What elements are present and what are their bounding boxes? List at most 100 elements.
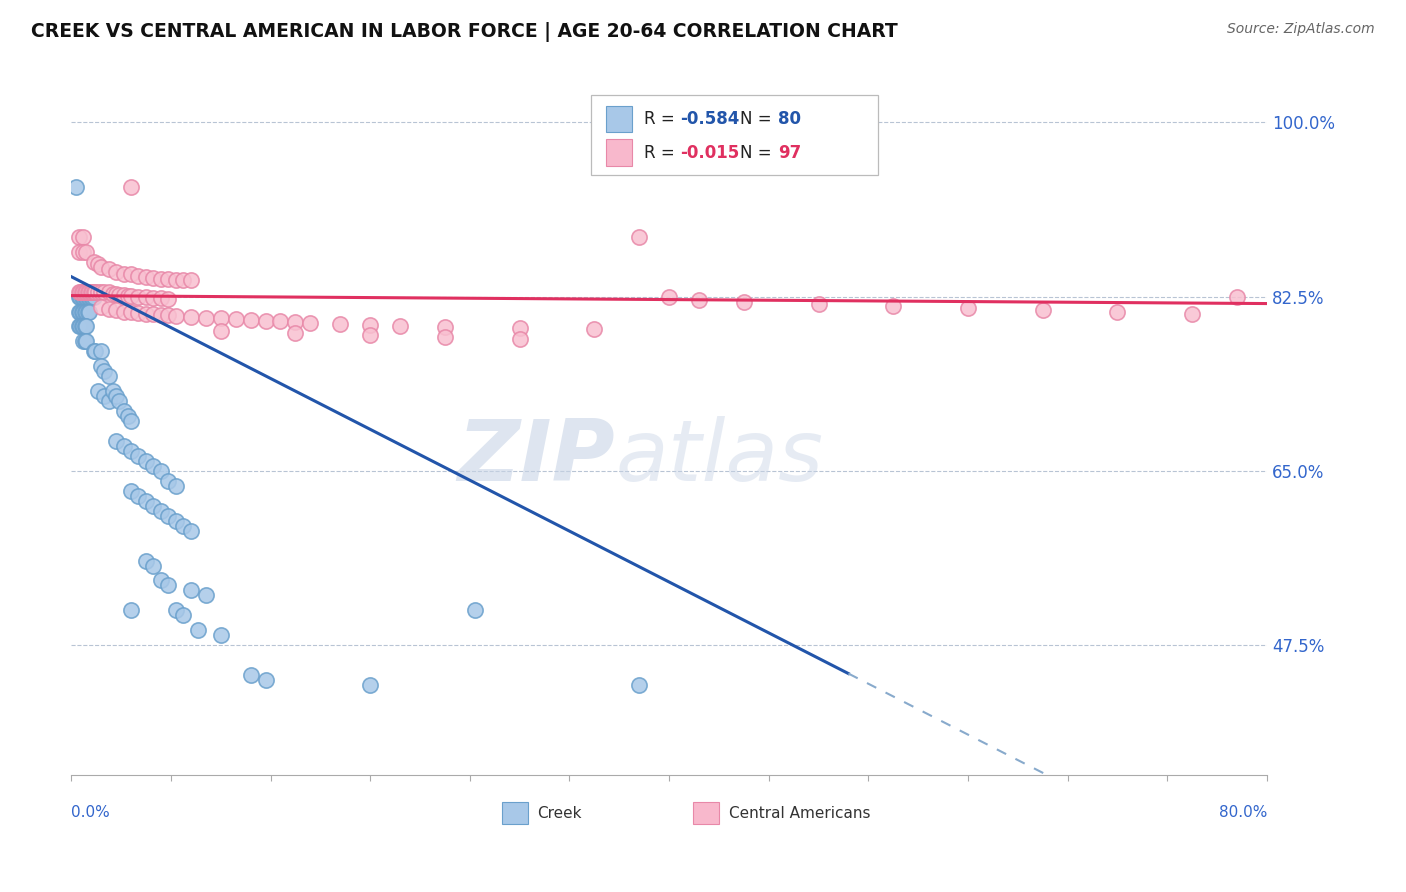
Point xyxy=(359,678,381,692)
Point xyxy=(149,291,172,305)
Text: Creek: Creek xyxy=(537,805,582,821)
Point xyxy=(97,285,120,299)
Point xyxy=(82,285,104,299)
Point xyxy=(105,389,128,403)
Point xyxy=(112,287,135,301)
Point xyxy=(254,314,277,328)
Point xyxy=(97,301,120,316)
FancyBboxPatch shape xyxy=(502,802,529,824)
Point xyxy=(135,289,157,303)
Point xyxy=(157,508,180,523)
Point xyxy=(69,304,91,318)
Text: -0.584: -0.584 xyxy=(681,110,740,128)
FancyBboxPatch shape xyxy=(592,95,879,175)
Point xyxy=(97,261,120,276)
FancyBboxPatch shape xyxy=(693,802,720,824)
Point xyxy=(117,409,139,423)
Point xyxy=(73,319,96,334)
Point xyxy=(83,285,105,299)
Point xyxy=(135,493,157,508)
Point xyxy=(142,499,165,513)
Point xyxy=(509,333,531,347)
Point xyxy=(1181,306,1204,320)
Point xyxy=(87,257,110,271)
Point xyxy=(97,369,120,384)
Point xyxy=(67,289,90,303)
Point xyxy=(84,285,107,299)
Point xyxy=(165,603,187,617)
Point xyxy=(112,267,135,281)
Point xyxy=(75,334,97,349)
Point xyxy=(180,273,202,287)
Point xyxy=(688,293,710,307)
Point xyxy=(67,244,90,259)
Point xyxy=(628,678,651,692)
Point xyxy=(72,334,94,349)
Point xyxy=(112,439,135,453)
Point xyxy=(194,589,217,603)
Text: R =: R = xyxy=(644,144,681,161)
Point xyxy=(135,269,157,284)
FancyBboxPatch shape xyxy=(606,105,633,132)
Point xyxy=(172,608,194,623)
Point xyxy=(79,289,101,303)
Point xyxy=(73,289,96,303)
Point xyxy=(75,319,97,334)
Point xyxy=(209,325,232,339)
Point xyxy=(105,265,128,279)
Text: N =: N = xyxy=(740,110,776,128)
Point xyxy=(77,304,100,318)
Text: N =: N = xyxy=(740,144,776,161)
Point xyxy=(180,310,202,324)
Point xyxy=(112,404,135,418)
Point xyxy=(209,628,232,642)
Point xyxy=(120,304,142,318)
Point xyxy=(67,229,90,244)
Point xyxy=(83,344,105,359)
Point xyxy=(87,285,110,299)
Point xyxy=(79,285,101,299)
Point xyxy=(120,288,142,302)
Point xyxy=(284,326,307,341)
Text: ZIP: ZIP xyxy=(457,416,616,499)
Point xyxy=(165,273,187,287)
Point xyxy=(157,474,180,488)
Point xyxy=(149,308,172,322)
Point xyxy=(69,285,91,299)
FancyBboxPatch shape xyxy=(606,139,633,166)
Point xyxy=(105,286,128,301)
Point xyxy=(93,364,115,378)
Point xyxy=(142,291,165,305)
Point xyxy=(67,304,90,318)
Point xyxy=(70,285,93,299)
Point xyxy=(90,300,112,314)
Point xyxy=(658,289,681,303)
Point xyxy=(120,603,142,617)
Point xyxy=(359,318,381,333)
Text: atlas: atlas xyxy=(616,416,824,499)
Point xyxy=(194,310,217,325)
Text: 0.0%: 0.0% xyxy=(72,805,110,821)
Point xyxy=(359,328,381,343)
Point xyxy=(165,309,187,323)
Point xyxy=(128,268,150,283)
Point xyxy=(142,306,165,320)
Point xyxy=(90,359,112,374)
Point xyxy=(157,271,180,285)
Point xyxy=(76,285,98,299)
Point xyxy=(209,311,232,326)
Point xyxy=(135,553,157,567)
Point xyxy=(93,389,115,403)
Point xyxy=(157,578,180,592)
Point xyxy=(82,289,104,303)
Point xyxy=(97,394,120,409)
Point xyxy=(84,344,107,359)
Point xyxy=(165,514,187,528)
Point xyxy=(583,322,606,336)
Point xyxy=(83,289,105,303)
Point xyxy=(73,304,96,318)
Text: CREEK VS CENTRAL AMERICAN IN LABOR FORCE | AGE 20-64 CORRELATION CHART: CREEK VS CENTRAL AMERICAN IN LABOR FORCE… xyxy=(31,22,897,42)
Text: Central Americans: Central Americans xyxy=(728,805,870,821)
Point xyxy=(149,271,172,285)
Point xyxy=(135,306,157,320)
